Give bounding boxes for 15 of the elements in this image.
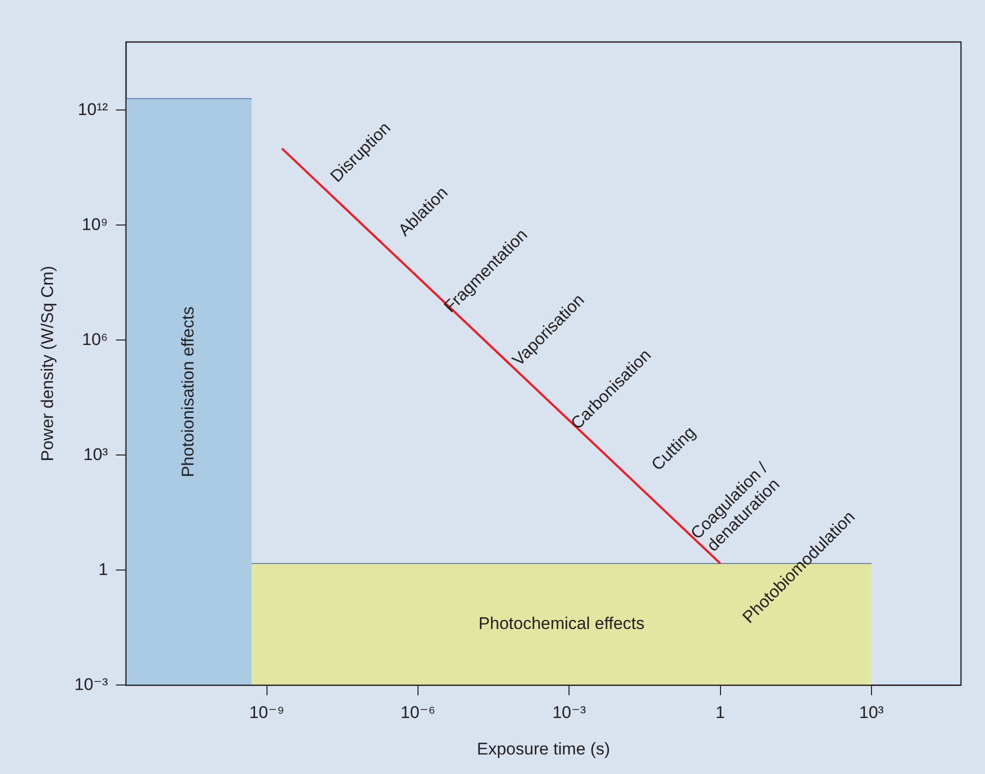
y-tick-label: 10⁶ xyxy=(82,330,108,349)
y-tick-label: 10¹² xyxy=(78,100,108,119)
x-tick-label: 10⁻³ xyxy=(552,703,586,722)
y-tick-label: 10³ xyxy=(83,444,108,464)
y-axis-title: Power density (W/Sq Cm) xyxy=(38,266,57,462)
series-label: Photochemical effects xyxy=(478,614,645,634)
x-tick-label: 10³ xyxy=(859,703,884,722)
y-tick-label: 1 xyxy=(98,560,108,579)
y-tick-label: 10⁹ xyxy=(82,214,108,234)
y-tick-label: 10⁻³ xyxy=(74,674,108,694)
x-axis-title: Exposure time (s) xyxy=(476,739,610,758)
x-tick-label: 10⁻⁶ xyxy=(400,703,436,722)
x-tick-label: 1 xyxy=(716,703,725,722)
series-label: Photoionisation effects xyxy=(178,306,198,478)
x-tick-label: 10⁻⁹ xyxy=(249,703,284,722)
